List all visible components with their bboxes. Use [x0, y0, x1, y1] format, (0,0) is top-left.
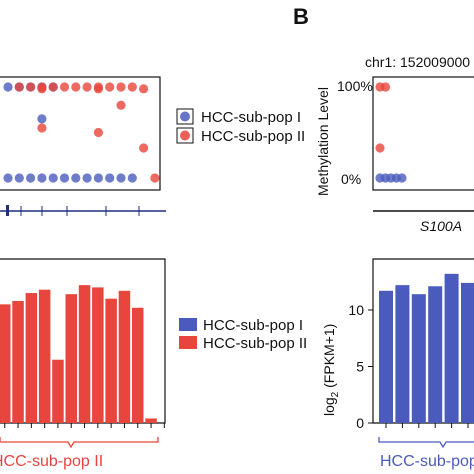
methylation-point [105, 173, 115, 183]
methylation-point [26, 173, 36, 183]
legend-bottom-swatch-pop2 [179, 336, 197, 349]
b-expression-ticks [385, 423, 469, 428]
methylation-point [3, 173, 13, 183]
expression-bar [118, 290, 131, 423]
b-methylation-plot: chr1: 152009000 Methylation Level 100% 0… [315, 54, 474, 234]
b-ytick-100: 100% [337, 78, 373, 94]
methylation-point [71, 82, 81, 92]
methylation-point [127, 82, 137, 92]
legend-bottom-label-pop1: HCC-sub-pop I [203, 317, 303, 334]
expression-bar [395, 285, 410, 423]
legend-bottom-item-pop2: HCC-sub-pop II [179, 335, 307, 352]
b-methylation-ylabel: Methylation Level [315, 87, 331, 196]
expression-bar [428, 286, 443, 423]
panel-b-letter: B [293, 4, 309, 29]
expression-bar [379, 290, 393, 423]
b-expression-ylabel: log2 (FPKM+1) [321, 324, 341, 416]
methylation-point [93, 84, 103, 94]
y-tick-label: 10 [348, 302, 364, 318]
expression-bar [444, 273, 459, 423]
methylation-point [139, 84, 149, 94]
expression-bar [411, 294, 426, 423]
methylation-point [397, 173, 407, 183]
methylation-point [48, 82, 58, 92]
methylation-point [375, 143, 385, 153]
expression-bar [78, 285, 91, 423]
legend-top-label-pop2: HCC-sub-pop II [201, 128, 305, 145]
y-tick-label: 0 [356, 415, 364, 431]
b-methylation-points [375, 82, 407, 183]
a-methylation-points [3, 82, 160, 183]
legend-top-label-pop1: HCC-sub-pop I [201, 109, 301, 126]
methylation-point [14, 82, 24, 92]
methylation-point [37, 173, 47, 183]
legend-bottom-item-pop1: HCC-sub-pop I [179, 317, 303, 334]
expression-bar [145, 418, 157, 423]
methylation-point [48, 173, 58, 183]
a-group-bracket [0, 437, 159, 449]
a-expression-ticks [4, 423, 165, 428]
b-expression-yticks: 10 5 0 [348, 302, 373, 431]
methylation-point [380, 82, 391, 92]
methylation-point [82, 82, 92, 92]
methylation-point [93, 127, 103, 138]
methylation-point [37, 84, 47, 94]
b-methylation-frame [372, 76, 474, 191]
b-ytick-0: 0% [341, 171, 361, 187]
methylation-point [150, 173, 160, 183]
expression-bar [0, 304, 11, 423]
legend-top: HCC-sub-pop I HCC-sub-pop II [176, 108, 305, 145]
legend-bottom-label-pop2: HCC-sub-pop II [203, 335, 307, 352]
legend-top-box [176, 108, 194, 125]
legend-top-item-pop2: HCC-sub-pop II [176, 127, 305, 145]
methylation-point [105, 82, 115, 92]
a-group-label: HCC-sub-pop II [0, 453, 103, 470]
a-expression-plot: HCC-sub-pop II [0, 258, 166, 470]
b-expression-plot: log2 (FPKM+1) 10 5 0 HCC-sub-pop I [321, 258, 474, 470]
expression-bar [92, 287, 104, 423]
expression-bar [105, 298, 117, 423]
a-methylation-plot [0, 76, 161, 191]
methylation-point [3, 82, 13, 92]
legend-top-item-pop1: HCC-sub-pop I [176, 108, 301, 126]
legend-bottom: HCC-sub-pop I HCC-sub-pop II [179, 317, 307, 352]
methylation-point [93, 173, 103, 183]
b-methylation-title: chr1: 152009000 [365, 54, 470, 70]
expression-bar [65, 294, 77, 423]
y-tick-label: 5 [356, 359, 364, 375]
a-gene-exon [6, 205, 9, 216]
methylation-point [116, 100, 126, 110]
b-group-label: HCC-sub-pop I [380, 453, 474, 470]
expression-bar [461, 282, 474, 423]
legend-bottom-swatch-pop1 [179, 318, 197, 331]
expression-bar [132, 307, 144, 423]
methylation-point [82, 173, 92, 183]
a-gene-track [0, 205, 166, 216]
a-methylation-frame [0, 76, 161, 191]
a-expression-bars [0, 285, 157, 423]
methylation-point [71, 173, 81, 183]
legend-top-box [176, 127, 194, 144]
b-expression-bars [379, 273, 474, 423]
expression-bar [38, 289, 51, 423]
expression-bar [25, 293, 38, 423]
methylation-point [116, 82, 126, 92]
b-gene-label: S100A [420, 218, 462, 234]
expression-bar [12, 300, 24, 423]
methylation-point [116, 173, 126, 183]
expression-bar [52, 359, 64, 423]
legend-top-marker-pop1 [180, 111, 190, 122]
b-group-bracket [378, 437, 474, 449]
methylation-point [37, 114, 47, 124]
methylation-point [59, 82, 70, 92]
methylation-point [14, 173, 24, 183]
methylation-point [127, 173, 137, 183]
methylation-point [139, 143, 149, 153]
methylation-point [26, 82, 36, 92]
legend-top-marker-pop2 [180, 130, 190, 141]
methylation-point [37, 123, 47, 133]
methylation-point [59, 173, 70, 183]
